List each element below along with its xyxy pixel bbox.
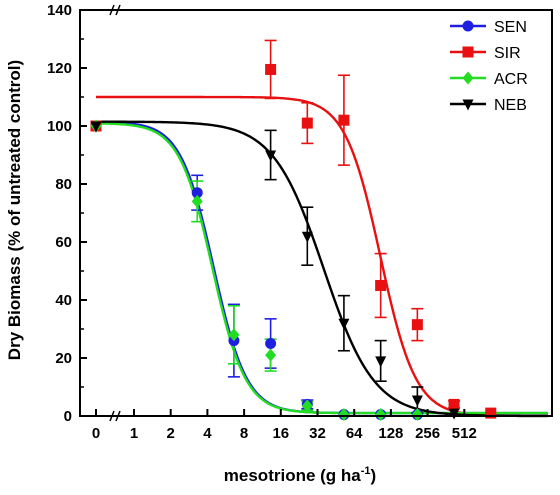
x-tick-label: 16 [272, 425, 289, 442]
data-point-neb [338, 318, 350, 330]
data-point-neb [90, 121, 102, 133]
axis-break-mark [109, 4, 115, 16]
x-tick-label: 128 [378, 425, 403, 442]
y-tick-label: 80 [55, 176, 72, 193]
axis-break-mark [109, 410, 115, 422]
x-axis-title-close: ) [371, 466, 377, 485]
legend-marker-sen [462, 20, 474, 32]
legend-label-acr: ACR [494, 71, 528, 88]
data-point-sir [338, 114, 350, 126]
x-axis-title: mesotrione (g ha-1) [224, 465, 376, 485]
data-point-sir [411, 319, 423, 331]
data-point-sir [301, 117, 313, 129]
data-point-acr [375, 408, 387, 422]
data-point-sir [448, 398, 460, 410]
data-point-sen [265, 338, 277, 349]
legend-marker-sir [462, 46, 474, 58]
data-point-neb [375, 356, 387, 368]
y-tick-label: 120 [47, 60, 72, 77]
axis-break-mark [115, 4, 121, 16]
axis-break-mark [115, 410, 121, 422]
y-tick-label: 20 [55, 350, 72, 367]
x-tick-label: 64 [346, 425, 363, 442]
x-tick-label: 8 [240, 425, 248, 442]
x-axis-title-main: mesotrione (g ha [224, 466, 362, 485]
x-tick-label: 32 [309, 425, 326, 442]
fit-curve-sir [96, 95, 549, 418]
legend-marker-neb [462, 99, 474, 111]
data-point-acr [411, 408, 423, 422]
legend-label-sir: SIR [494, 45, 521, 62]
data-point-acr [338, 408, 350, 422]
data-point-acr [228, 328, 240, 342]
x-tick-label: 1 [130, 425, 138, 442]
data-point-acr [301, 399, 313, 413]
x-tick-label: 4 [203, 425, 212, 442]
x-axis-title-superscript: -1 [361, 465, 371, 477]
y-tick-label: 60 [55, 234, 72, 251]
data-point-acr [191, 194, 203, 208]
x-tick-label: 0 [92, 425, 100, 442]
legend: SEN SIR ACR NEB [450, 19, 528, 114]
legend-label-sen: SEN [494, 19, 527, 36]
data-point-neb [301, 231, 313, 243]
x-tick-label: 2 [167, 425, 175, 442]
y-tick-label: 0 [64, 408, 72, 425]
y-tick-label: 140 [47, 2, 72, 19]
data-point-sir [265, 63, 277, 75]
legend-label-neb: NEB [494, 97, 527, 114]
data-point-neb [411, 395, 423, 407]
axes: 0 20 40 60 80 100 120 140 0 1 2 4 8 16 32 64 128 256 512 [47, 2, 553, 442]
fit-curve-acr [94, 122, 548, 415]
data-point-sen [191, 187, 203, 199]
data-point-neb [265, 150, 277, 162]
plot-frame [79, 9, 553, 417]
y-tick-label: 100 [47, 118, 72, 135]
fit-curve-neb [94, 120, 548, 418]
data-point-sir [485, 407, 497, 419]
data-markers [90, 63, 497, 422]
data-point-acr [265, 348, 277, 362]
y-axis-title: Dry Biomass (% of untreated control) [5, 60, 24, 360]
data-point-neb [448, 408, 460, 420]
x-tick-label: 512 [452, 425, 477, 442]
data-point-sir [375, 280, 387, 291]
legend-marker-acr [462, 71, 474, 85]
fitted-curves [94, 95, 549, 418]
y-tick-label: 40 [55, 292, 72, 309]
x-tick-label: 256 [415, 425, 440, 442]
